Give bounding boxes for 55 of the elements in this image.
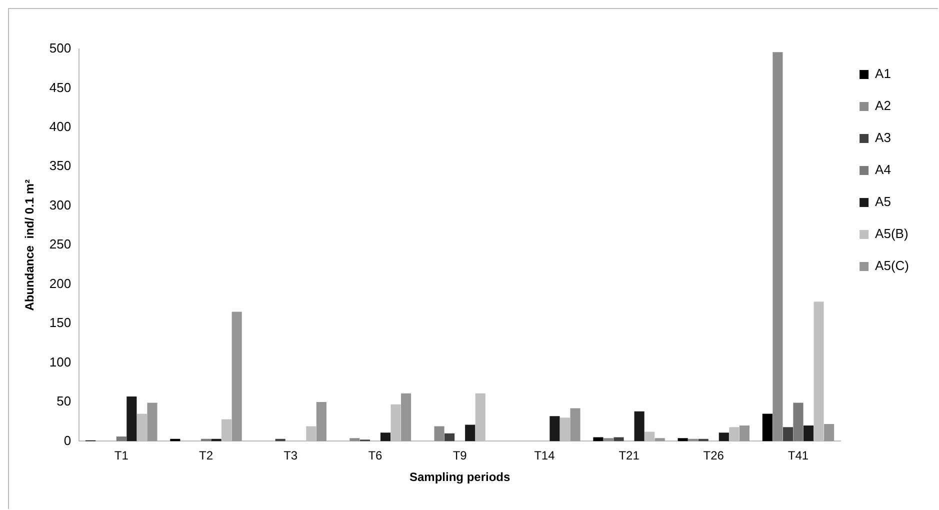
bar [434,426,444,442]
bar [678,438,688,442]
x-tick-label: T21 [618,448,640,463]
x-tick-label: T26 [703,448,724,463]
x-tick-label: T1 [114,448,129,463]
bar [550,416,560,442]
x-tick-label: T14 [534,448,556,463]
x-axis-title: Sampling periods [409,470,510,484]
y-tick-label: 300 [49,197,72,212]
bar [350,438,360,442]
bar [772,52,783,442]
y-tick-label: 200 [49,276,72,291]
y-tick-label: 500 [49,40,72,56]
bar [444,433,455,442]
bar [803,426,814,442]
bar [614,437,624,442]
legend-label: A4 [875,162,891,178]
x-tick-label: T2 [198,448,214,463]
bar [401,393,412,442]
y-axis-title: Abundance ind/ 0.1 m² [22,179,37,311]
bar [603,438,614,442]
bar [793,402,804,442]
bar [634,411,644,442]
legend-label: A5(C) [875,258,910,274]
x-tick-label: T41 [788,448,809,463]
bar [570,408,580,442]
bar [316,402,326,442]
y-tick-label: 250 [49,236,72,252]
x-tick-label: T3 [284,448,298,463]
bar [232,312,242,442]
y-tick-label: 50 [56,394,72,409]
bar [739,426,750,442]
y-tick-label: 150 [49,315,72,330]
x-tick-label: T6 [368,448,383,463]
y-tick-label: 100 [49,354,72,370]
x-tick-label: T9 [452,448,468,463]
legend-label: A2 [875,98,891,114]
bar [718,432,729,442]
bar [762,414,772,442]
y-tick-label: 450 [49,80,72,95]
bar [654,438,665,442]
y-tick-label: 400 [49,119,72,134]
y-tick-label: 350 [49,158,72,174]
legend-label: A5 [875,194,891,210]
legend-label: A5(B) [875,226,908,242]
legend-label: A3 [875,130,891,146]
bar [782,427,794,442]
legend-label: A1 [875,66,891,82]
bar [147,402,158,442]
bar [126,396,137,442]
y-tick-label: 0 [64,432,72,448]
bar [116,436,126,442]
bar [380,432,391,442]
bar [465,424,476,442]
bar [824,424,834,442]
